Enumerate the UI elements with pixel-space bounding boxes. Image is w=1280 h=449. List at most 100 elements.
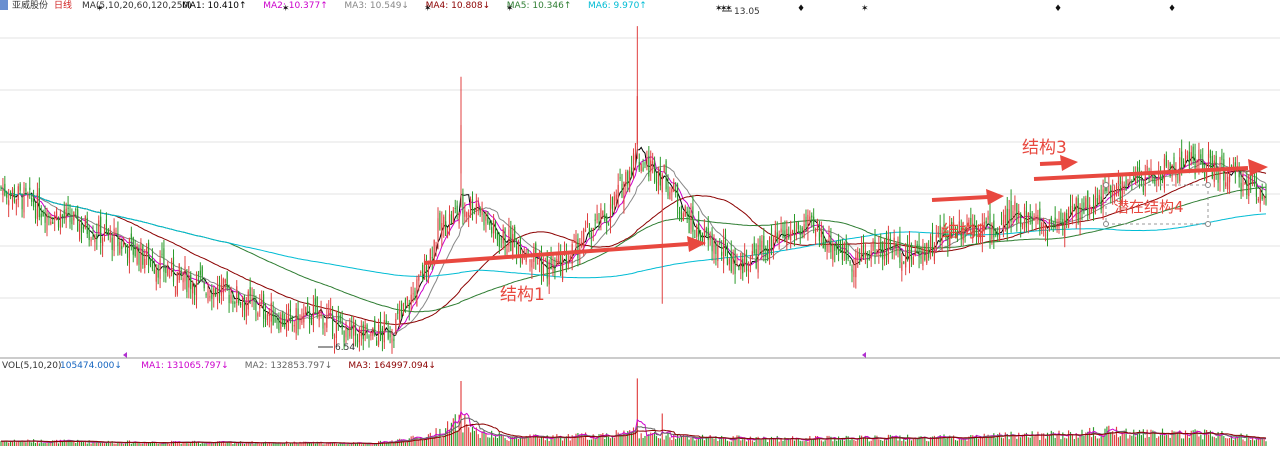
mid-scroll-marker[interactable] [862,352,866,358]
volume-bar [655,436,658,446]
volume-bar [924,436,926,446]
candle-body [542,265,544,274]
volume-bar [1102,435,1104,446]
volume-bar [0,441,2,446]
left-scroll-marker[interactable] [123,352,127,358]
volume-bar [1129,434,1131,446]
event-markers: ✶ ✶ ✶ ✶ ✶✶✶ ♦ ✶ ♦ ♦ [96,4,1176,14]
volume-bar [995,438,997,446]
candle-body [500,238,502,240]
volume-bar [255,442,257,446]
candle-body [964,228,966,232]
period-label: 日线 [54,0,72,11]
volume-bar [690,437,692,446]
volume-bar [680,435,682,446]
candle-body [878,244,880,253]
volume-bar [905,441,907,446]
candle-body [504,228,506,248]
volume-bar [563,438,566,446]
candle-body [740,252,742,270]
volume-bar [558,436,560,446]
candle-body [922,247,924,266]
candle-body [632,153,635,177]
volume-bar [339,442,341,446]
volume-bar [1144,437,1146,446]
candle-body [686,211,688,215]
volume-bar [554,438,556,446]
candle-body [1077,198,1079,221]
ma-legend-item-4: MA4: 10.808↓ [426,1,491,11]
volume-bar [1246,434,1248,446]
volume-bar [1215,438,1217,446]
candle-body [554,266,556,273]
volume-bar [1163,435,1165,446]
candle-body [870,251,872,259]
volume-bar [696,439,698,446]
volume-bar [1232,439,1234,446]
volume-bar [813,438,815,446]
volume-bar [263,442,265,446]
candle-body [623,181,625,204]
volume-bar [157,443,159,446]
volume-bar [646,434,648,446]
candle-body [824,240,826,250]
candle-body [912,257,914,265]
volume-bar [958,438,960,446]
volume-bar [259,443,261,446]
volume-bar [165,442,167,446]
candle-body [1158,171,1160,180]
volume-bar [224,443,226,446]
candle-body [1230,164,1233,167]
volume-bar [872,438,874,446]
volume-bar [721,435,723,446]
volume-bar [514,436,516,446]
candle-body [799,231,801,235]
volume-bar [1081,429,1083,446]
candle-body [788,233,790,239]
volume-bar [749,436,751,446]
structure-4-box[interactable]: 潜在结构4 [1103,182,1211,227]
structure-2-label: 结构2 [942,222,987,242]
candle-body [94,236,96,243]
volume-bar [1221,431,1223,446]
candle-body [471,199,474,215]
volume-bar [370,444,372,446]
candle-body [100,216,102,243]
volume-bar [247,442,249,446]
volume-bar [376,443,378,446]
volume-bar [278,442,280,446]
volume-bar [540,437,543,446]
svg-text:♦: ♦ [1054,4,1062,14]
volume-bar [790,438,792,446]
candle-body [385,320,387,325]
candle-body [895,243,897,250]
volume-bar [1227,438,1229,446]
volume-bar [816,436,819,446]
candle-body [410,294,412,305]
candle-body [102,238,104,246]
candle-body [335,321,337,338]
candle-body [972,223,974,233]
volume-bar [828,435,830,446]
volume-bar [832,441,834,446]
candle-body [592,227,594,231]
volume-bar [366,443,368,446]
candle-body [629,170,631,188]
candle-body [1008,209,1010,228]
volume-bar [194,440,196,446]
volume-bar [575,433,577,446]
candle-body [466,212,468,218]
candle-body [928,249,930,258]
volume-bar [527,436,529,446]
candle-body [1248,175,1250,197]
candle-body [2,188,4,196]
candle-body [652,161,654,164]
volume-bar [1250,439,1252,446]
candle-body [46,211,48,231]
volume-bar [65,440,67,446]
candle-body [1229,169,1231,183]
volume-bar [1087,431,1089,446]
candle-body [387,331,389,339]
candle-body [560,251,562,276]
